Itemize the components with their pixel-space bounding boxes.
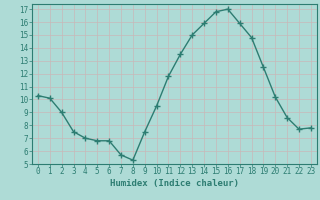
X-axis label: Humidex (Indice chaleur): Humidex (Indice chaleur) [110, 179, 239, 188]
